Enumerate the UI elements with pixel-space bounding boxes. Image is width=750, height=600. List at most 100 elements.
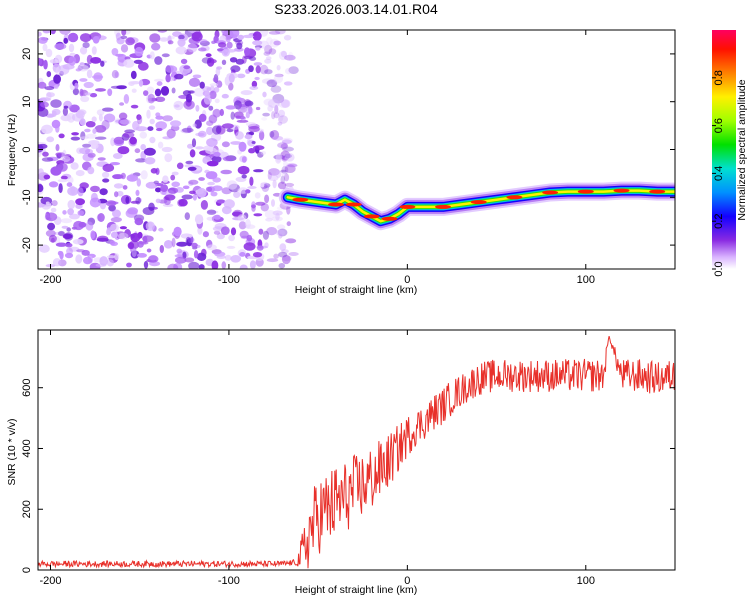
noise-blob	[274, 73, 284, 78]
noise-blob	[154, 78, 164, 82]
noise-blob	[38, 168, 44, 176]
noise-blob	[249, 56, 257, 61]
noise-blob	[60, 175, 68, 180]
spectrogram-y-axis-title: Frequency (Hz)	[6, 114, 18, 186]
noise-blob	[187, 166, 197, 171]
noise-blob	[255, 65, 261, 74]
noise-blob	[40, 97, 51, 102]
noise-blob	[126, 262, 132, 268]
noise-blob	[281, 254, 291, 265]
noise-blob	[211, 260, 219, 269]
noise-blob	[87, 166, 95, 175]
signal-peak	[613, 188, 630, 193]
noise-blob	[189, 149, 196, 158]
snr-y-tick-label: 200	[21, 500, 33, 518]
colorbar-tick-label: 0.0	[713, 261, 725, 276]
signal-peak	[542, 190, 559, 195]
noise-blob	[47, 222, 56, 231]
noise-blob	[239, 264, 248, 269]
noise-blob	[110, 217, 122, 223]
noise-blob	[221, 59, 227, 65]
noise-blob	[176, 248, 183, 254]
noise-blob	[266, 37, 273, 45]
noise-blob	[253, 169, 264, 173]
noise-blob	[86, 69, 93, 79]
noise-blob	[195, 146, 204, 150]
noise-blob	[112, 153, 123, 159]
noise-blob	[59, 30, 71, 35]
noise-blob	[221, 261, 227, 269]
noise-blob	[262, 91, 267, 98]
noise-blob	[63, 105, 69, 109]
noise-blob	[200, 200, 208, 210]
noise-blob	[198, 47, 207, 52]
noise-blob	[238, 141, 247, 152]
noise-blob	[48, 234, 57, 243]
noise-blob	[252, 40, 263, 46]
noise-blob	[118, 112, 128, 120]
noise-blob	[116, 190, 124, 197]
noise-blob	[255, 201, 266, 206]
noise-blob	[165, 74, 171, 83]
noise-blob	[85, 221, 94, 231]
noise-blob	[236, 119, 249, 123]
noise-blob	[208, 105, 214, 111]
noise-blob	[193, 87, 206, 97]
noise-blob	[261, 117, 268, 121]
noise-blob	[195, 104, 200, 112]
noise-blob	[83, 256, 93, 265]
noise-blob	[263, 98, 275, 106]
noise-blob	[115, 119, 126, 124]
noise-blob	[282, 146, 294, 152]
noise-blob	[80, 95, 90, 103]
noise-blob	[264, 58, 272, 64]
noise-blob	[237, 34, 244, 40]
spectrogram-plot-area	[38, 30, 675, 269]
noise-blob	[125, 196, 130, 204]
noise-blob	[267, 105, 274, 112]
noise-blob	[154, 88, 162, 97]
noise-blob	[125, 37, 135, 46]
colorbar-tick-label: 0.8	[713, 70, 725, 85]
noise-blob	[167, 187, 179, 194]
noise-blob	[38, 144, 44, 153]
noise-blob	[272, 210, 283, 216]
noise-blob	[114, 253, 120, 261]
noise-blob	[210, 191, 218, 197]
noise-blob	[90, 57, 102, 64]
noise-blob	[91, 46, 97, 55]
noise-blob	[183, 65, 191, 70]
noise-blob	[284, 153, 292, 159]
noise-blob	[220, 226, 230, 235]
noise-blob	[108, 204, 116, 212]
noise-blob	[137, 61, 149, 71]
noise-blob	[226, 180, 238, 190]
noise-blob	[130, 70, 137, 80]
noise-blob	[55, 144, 60, 152]
noise-blob	[102, 163, 115, 172]
noise-blob	[155, 121, 167, 130]
noise-blob	[42, 30, 52, 34]
noise-blob	[167, 263, 179, 269]
noise-blob	[138, 79, 144, 87]
noise-blob	[91, 75, 104, 79]
noise-blob	[202, 86, 212, 92]
colorbar-label: Normalized spectral amplitude	[736, 79, 748, 220]
noise-blob	[239, 252, 246, 257]
noise-blob	[252, 31, 262, 41]
noise-blob	[162, 175, 169, 183]
noise-blob	[275, 212, 280, 221]
noise-blob	[187, 143, 194, 149]
noise-blob	[277, 121, 283, 126]
noise-blob	[119, 102, 125, 106]
noise-blob	[122, 185, 128, 190]
noise-blob	[174, 73, 184, 80]
noise-blob	[39, 244, 50, 253]
noise-blob	[283, 160, 288, 168]
noise-blob	[273, 112, 280, 119]
noise-blob	[278, 115, 288, 124]
noise-blob	[242, 34, 254, 39]
noise-blob	[283, 173, 290, 182]
noise-blob	[226, 41, 233, 49]
